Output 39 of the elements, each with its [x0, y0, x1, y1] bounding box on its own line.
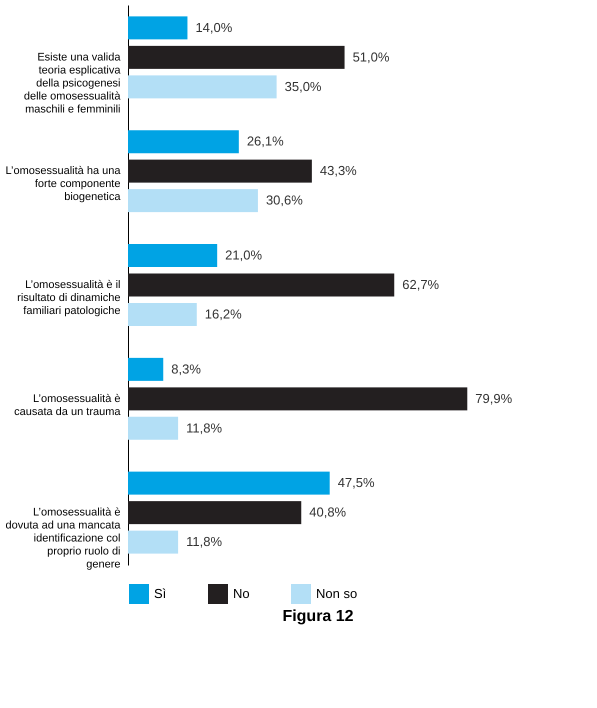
- y-tick-label: L’omosessualità è il risultato di dinamiche familiari patologiche: [17, 279, 120, 317]
- y-tick-label: L’omosessualità è causata da un trauma: [14, 392, 122, 418]
- data-label: 21,0%: [225, 248, 262, 263]
- data-label: 43,3%: [320, 163, 358, 178]
- bar: [128, 358, 164, 381]
- bar: [128, 530, 178, 554]
- data-label: 35,0%: [284, 78, 322, 94]
- bar: [128, 160, 312, 183]
- y-tick-label: L’omosessualità ha una forte componente biogenetica: [6, 165, 122, 204]
- bar: [128, 189, 258, 212]
- bar: [128, 244, 218, 268]
- bar: [128, 75, 277, 98]
- legend-label: No: [233, 586, 250, 601]
- bar: [128, 46, 345, 69]
- data-label: 79,9%: [475, 390, 513, 406]
- bar: [128, 16, 188, 40]
- bar: [128, 130, 239, 154]
- data-label: 47,5%: [338, 475, 376, 490]
- data-label: 16,2%: [204, 306, 242, 322]
- legend-label: Non so: [316, 586, 358, 601]
- data-label: 26,1%: [246, 134, 284, 149]
- bar: [128, 501, 302, 524]
- data-label: 11,8%: [186, 534, 222, 550]
- data-label: 40,8%: [309, 504, 347, 520]
- y-tick-label: Esiste una valida teoria esplicativa della psicogenesi delle omosessualità maschili e femminili: [24, 51, 122, 116]
- data-label: 62,7%: [402, 277, 440, 292]
- y-tick-label: L’omosessualità è dovuta ad una mancata identificazione col proprio ruolo di genere: [6, 506, 122, 571]
- data-label: 8,3%: [171, 361, 202, 376]
- data-label: 30,6%: [266, 192, 304, 208]
- bar: [128, 387, 468, 410]
- bar: [128, 416, 178, 440]
- data-label: 14,0%: [195, 20, 233, 35]
- data-label: 11,8%: [186, 420, 222, 436]
- text: Figura 12: [282, 608, 354, 625]
- legend-label: Sì: [154, 586, 166, 601]
- data-label: 51,0%: [352, 49, 390, 64]
- bar: [128, 274, 394, 296]
- bar: [128, 302, 197, 326]
- bar: [128, 472, 330, 495]
